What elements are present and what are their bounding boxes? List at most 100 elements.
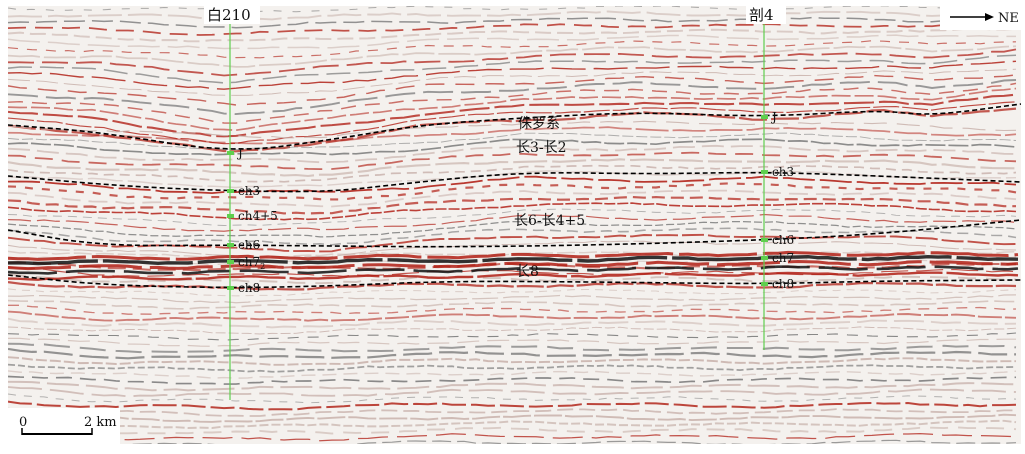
reflection-trace — [8, 380, 1017, 392]
well-label-bg — [204, 4, 260, 24]
reflection-trace — [8, 386, 1017, 398]
well-marker-tick — [761, 170, 768, 174]
well-marker-tick — [227, 214, 234, 218]
reflection-trace — [8, 138, 1017, 156]
horizon-label-J: J — [770, 110, 777, 124]
well-marker-tick — [227, 243, 234, 247]
reflection-trace — [8, 227, 1017, 246]
strong-reflection — [8, 254, 1019, 266]
unit-label-chang8: 长8 — [516, 264, 539, 280]
reflection-trace — [8, 195, 1016, 215]
horizon-label-ch6: ch6 — [772, 233, 794, 247]
reflection-trace — [8, 60, 1017, 90]
horizon-label-J: J — [236, 146, 243, 160]
scale-min-label: 0 — [19, 415, 27, 430]
reflection-trace — [8, 347, 1016, 360]
reflection-trace — [8, 175, 1017, 194]
strong-reflection — [8, 250, 1019, 261]
horizon-label-subscript: 2 — [260, 262, 265, 271]
unit-label-chang6-chang45: 长6-长4+5 — [514, 213, 585, 229]
horizon-lines — [8, 103, 1021, 289]
reflection-trace — [8, 294, 1017, 304]
reflection-trace — [8, 6, 1017, 13]
well-label-bai210: 白210 — [207, 6, 251, 24]
horizon-label-ch8: ch8 — [772, 277, 794, 291]
reflection-trace — [8, 79, 1017, 116]
scale-max-label: 2 km — [84, 415, 117, 430]
reflection-trace — [8, 158, 1017, 178]
horizon-line-ch8 — [8, 274, 1021, 289]
reflection-trace — [8, 189, 1017, 208]
well-marker-tick — [227, 286, 234, 290]
reflection-trace — [8, 170, 1017, 189]
well-marker-tick — [761, 282, 768, 286]
horizon-label-ch6: ch6 — [238, 238, 260, 252]
scale-bar-box — [8, 408, 120, 444]
reflection-trace — [8, 370, 1017, 379]
reflection-trace — [8, 213, 1017, 232]
horizon-label-ch3: ch4+5 — [238, 209, 278, 223]
reflection-trace — [8, 68, 1017, 96]
reflection-trace — [8, 430, 1017, 442]
reflection-trace — [8, 132, 1017, 151]
reflection-trace — [8, 27, 1017, 43]
reflection-trace — [8, 120, 1017, 139]
arrow-head-icon — [985, 13, 994, 21]
reflection-trace — [8, 438, 1017, 444]
reflection-trace — [8, 10, 1017, 21]
north-arrow: NE — [940, 4, 1022, 30]
reflection-trace — [8, 240, 1017, 258]
reflection-trace — [8, 45, 1017, 68]
reflection-trace — [8, 93, 1017, 138]
unit-label-jurassic: 侏罗系 — [518, 116, 560, 132]
horizon-label-ch7: ch7 — [772, 251, 794, 265]
well-marker-tick — [227, 260, 234, 264]
reflection-trace — [8, 356, 1016, 366]
horizon-label-ch3: ch3 — [772, 165, 794, 179]
unit-labels: 侏罗系 长3-长2 长6-长4+5 长8 — [514, 116, 585, 280]
reflection-trace — [8, 15, 1017, 29]
reflection-trace — [8, 299, 1017, 310]
reflection-trace — [8, 400, 1017, 411]
reflection-trace — [8, 151, 1017, 170]
strong-reflection — [8, 265, 1019, 275]
reflection-trace — [8, 82, 1017, 124]
reflection-trace — [8, 164, 1017, 183]
well-label-pou4: 剖4 — [749, 6, 774, 24]
well-label-bg — [746, 4, 786, 24]
reflection-trace — [8, 54, 1017, 84]
horizon-label-ch8: ch8 — [238, 281, 260, 295]
reflection-trace — [8, 326, 1017, 335]
reflection-trace — [8, 126, 1017, 145]
strong-reflection-band — [8, 250, 1019, 281]
reflection-trace — [8, 407, 1016, 417]
reflection-trace — [8, 40, 1017, 59]
well-marker-tick — [761, 115, 768, 119]
reflection-trace — [8, 342, 1017, 354]
strong-reflection — [8, 259, 1019, 271]
reflection-trace — [8, 418, 1017, 429]
reflection-trace — [8, 413, 1017, 423]
unit-label-chang3-chang2: 长3-长2 — [516, 140, 567, 156]
strong-reflection — [8, 271, 1019, 281]
reflection-trace — [8, 424, 1017, 435]
reflection-trace — [8, 250, 1017, 259]
reflection-trace — [8, 332, 1017, 341]
well-marker-tick — [761, 256, 768, 260]
well-marker-tick — [227, 151, 234, 155]
reflection-trace — [8, 87, 1017, 132]
reflection-trace — [8, 363, 1017, 373]
reflection-trace — [8, 220, 1017, 238]
horizon-line-ch3 — [8, 171, 1021, 193]
reflection-trace — [8, 304, 1017, 315]
reflection-trace — [8, 208, 1017, 226]
reflection-trace — [8, 281, 1017, 291]
reflection-trace — [8, 34, 1017, 50]
reflection-trace — [8, 375, 1017, 385]
reflection-trace — [8, 144, 1017, 164]
